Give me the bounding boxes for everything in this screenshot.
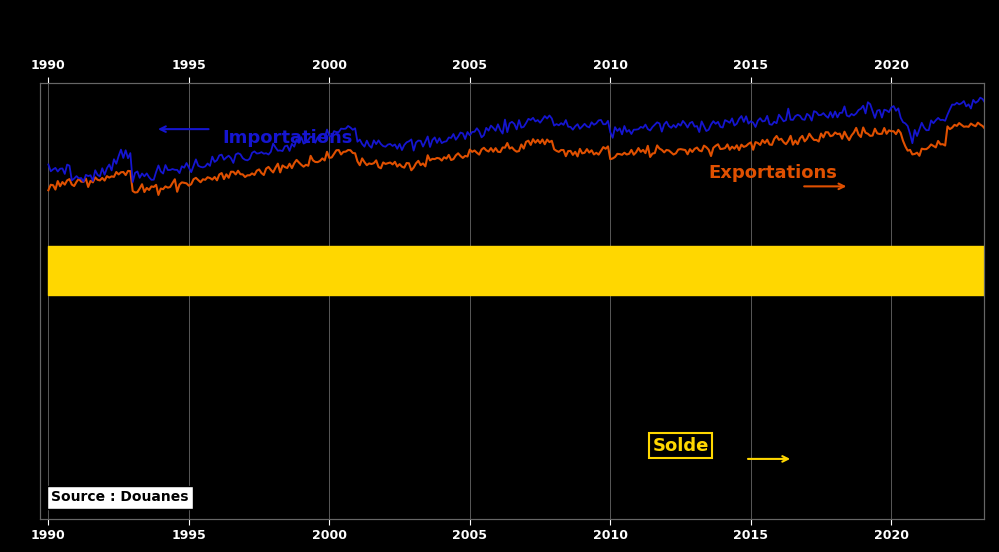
Text: Source : Douanes: Source : Douanes: [51, 490, 189, 505]
Text: Importations: Importations: [223, 129, 353, 147]
Text: Solde: Solde: [652, 437, 709, 455]
Text: Exportations: Exportations: [708, 164, 837, 182]
